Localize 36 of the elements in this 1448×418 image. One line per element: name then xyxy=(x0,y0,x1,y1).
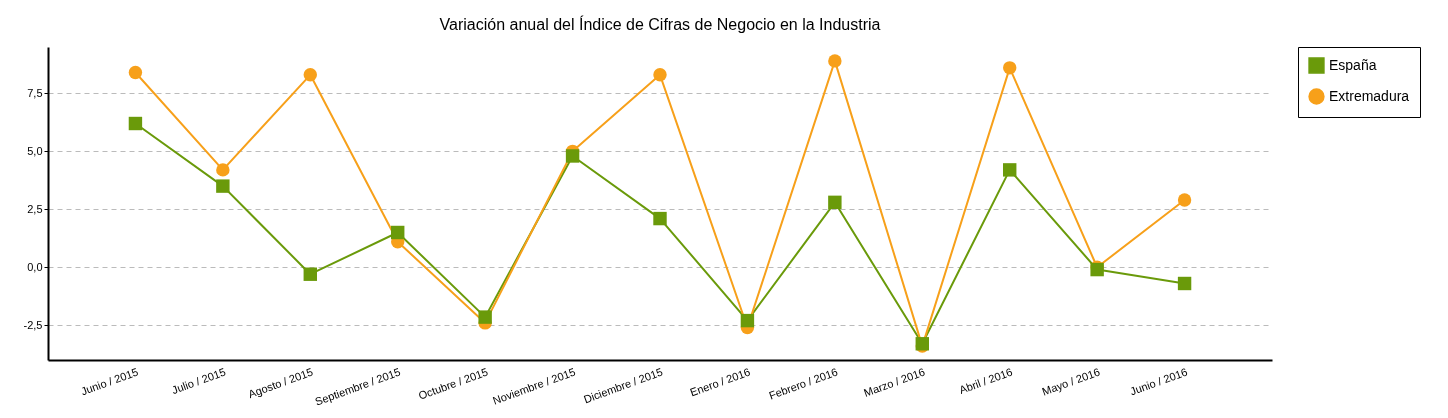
point xyxy=(478,310,492,324)
point xyxy=(391,225,405,240)
chart-title: Variación anual del Índice de Cifras de Negocio en la Industria xyxy=(439,14,881,33)
y-tick-label: 0,0 xyxy=(27,260,43,273)
point xyxy=(1177,276,1192,291)
y-tick-label: 2,5 xyxy=(27,202,43,215)
legend-label: Extremadura xyxy=(1329,87,1410,104)
point xyxy=(1003,61,1017,75)
point xyxy=(216,179,230,193)
point xyxy=(565,149,580,163)
y-tick-label: -2,5 xyxy=(23,318,43,331)
point xyxy=(1177,193,1192,207)
point xyxy=(303,267,317,281)
point xyxy=(740,313,755,328)
y-tick-label: 5,0 xyxy=(27,144,43,157)
x-tick-label: Enero / 2016 xyxy=(688,365,752,399)
point xyxy=(128,116,143,131)
legend-label: España xyxy=(1329,56,1377,73)
x-tick-label: Mayo / 2016 xyxy=(1040,365,1102,398)
x-tick-label: Octubre / 2015 xyxy=(416,365,490,402)
point xyxy=(828,195,842,210)
x-tick-label: Junio / 2016 xyxy=(1128,365,1189,398)
x-tick-label: Junio / 2015 xyxy=(79,365,140,398)
x-tick-label: Febrero / 2016 xyxy=(767,365,840,402)
point xyxy=(216,163,230,177)
point xyxy=(653,68,667,82)
point xyxy=(828,54,842,68)
x-tick-label: Marzo / 2016 xyxy=(862,365,927,399)
y-tick-label: 7,5 xyxy=(27,86,43,99)
point xyxy=(303,68,317,82)
point xyxy=(1003,163,1017,177)
x-tick-label: Abril / 2016 xyxy=(957,365,1014,396)
x-tick-label: Agosto / 2015 xyxy=(246,365,315,401)
point xyxy=(128,65,143,80)
point xyxy=(653,211,667,226)
x-tick-label: Julio / 2015 xyxy=(170,365,228,397)
